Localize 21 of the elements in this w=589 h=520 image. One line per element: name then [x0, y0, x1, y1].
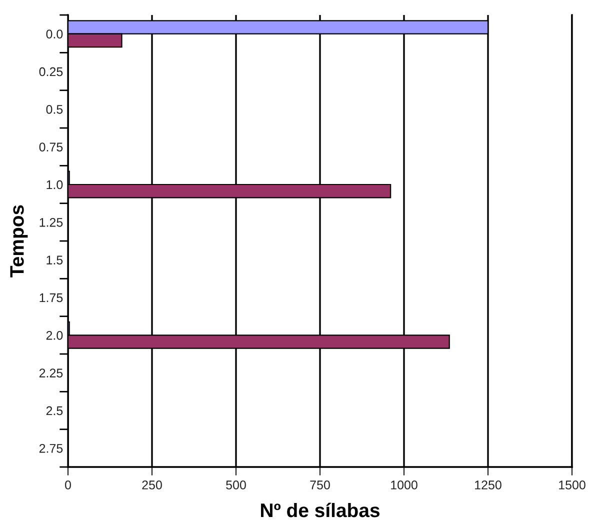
- y-tick-label: 1.5: [46, 256, 63, 264]
- x-tick-label: 1000: [391, 480, 418, 490]
- x-tick-label: 1500: [559, 480, 586, 490]
- y-tick-label: 1.25: [40, 218, 63, 227]
- x-tick-label: 750: [310, 480, 330, 490]
- y-tick-label: 1.0: [46, 180, 63, 190]
- y-tick-label: 0.25: [39, 67, 63, 76]
- x-tick-label: 500: [226, 480, 246, 490]
- y-tick-label: 2.5: [46, 406, 63, 416]
- x-tick-label: 250: [142, 480, 162, 490]
- y-tick-label: 1.75: [40, 293, 63, 302]
- y-tick-label: 0.5: [46, 104, 63, 114]
- y-axis-title: Tempos: [10, 205, 28, 278]
- x-tick-label: 0: [65, 480, 71, 490]
- y-tick-label: 0.0: [46, 30, 63, 38]
- y-tick-label: 2.0: [46, 330, 63, 340]
- x-tick-label: 1250: [475, 480, 502, 490]
- y-tick-label: 2.75: [39, 444, 63, 453]
- x-axis-title: Nº de sílabas: [261, 502, 380, 518]
- y-tick-label: 0.75: [39, 142, 63, 152]
- y-tick-label: 2.25: [39, 368, 63, 378]
